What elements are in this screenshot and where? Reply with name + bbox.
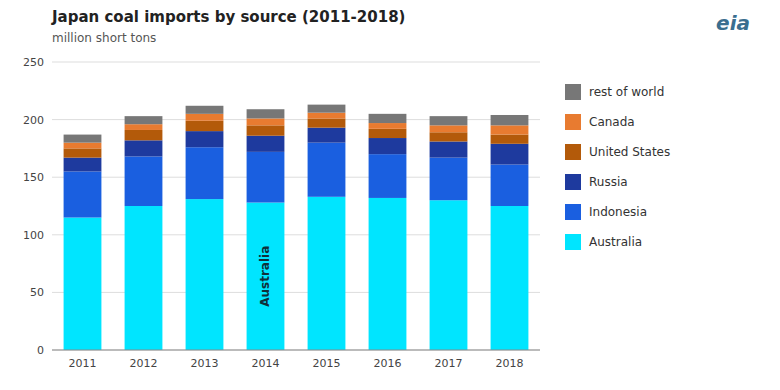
y-tick-label: 50 (30, 286, 44, 299)
bar-segment (64, 171, 102, 217)
bar-segment (369, 123, 407, 129)
bar-segment (186, 199, 224, 350)
bar-segment (186, 131, 224, 147)
bar-segment (247, 203, 285, 350)
bar-segment (308, 197, 346, 350)
bar-segment (125, 116, 163, 124)
annotation: Australia (258, 246, 272, 307)
bars (64, 105, 529, 350)
bar-segment (430, 116, 468, 125)
bar-segment (491, 144, 529, 165)
legend-label: United States (589, 145, 670, 159)
x-tick-label: 2017 (435, 357, 463, 370)
x-axis-line (52, 350, 540, 351)
y-tick-label: 150 (23, 171, 44, 184)
bar-segment (491, 165, 529, 206)
bar-segment (186, 121, 224, 131)
bar-segment (64, 143, 102, 149)
x-tick-label: 2018 (496, 357, 524, 370)
legend-swatch (565, 174, 581, 190)
bar-segment (247, 118, 285, 125)
legend-swatch (565, 204, 581, 220)
bar-segment (430, 125, 468, 132)
grid-line (52, 62, 540, 63)
bar-segment (247, 109, 285, 118)
bar-segment (64, 218, 102, 350)
legend-label: Australia (589, 235, 642, 249)
bar-segment (369, 154, 407, 198)
legend-label: rest of world (589, 85, 664, 99)
bar-segment (308, 143, 346, 197)
grid (52, 62, 540, 350)
bar-segment (308, 113, 346, 119)
bar-segment (64, 148, 102, 157)
legend: rest of world Canada United States Russia In… (565, 84, 670, 250)
bar-segment (186, 147, 224, 199)
x-tick-label: 2011 (69, 357, 97, 370)
legend-swatch (565, 114, 581, 130)
bar-segment (247, 136, 285, 152)
x-tick-label: 2015 (313, 357, 341, 370)
bar-segment (491, 206, 529, 350)
bar-segment (247, 152, 285, 203)
legend-swatch (565, 144, 581, 160)
bar-segment (125, 156, 163, 206)
grid-line (52, 350, 540, 351)
legend-label: Canada (589, 115, 635, 129)
bar-segment (430, 158, 468, 201)
y-tick-label: 250 (23, 56, 44, 69)
y-tick-label: 0 (37, 344, 44, 357)
bar-segment (125, 140, 163, 156)
y-tick-label: 200 (23, 114, 44, 127)
bar-segment (125, 206, 163, 350)
x-tick-label: 2014 (252, 357, 280, 370)
bar-segment (247, 125, 285, 135)
legend-swatch (565, 84, 581, 100)
bar-segment (308, 118, 346, 127)
bar-segment (308, 105, 346, 113)
bar-segment (491, 125, 529, 134)
bar-segment (125, 124, 163, 130)
x-tick-label: 2012 (130, 357, 158, 370)
bar-segment (430, 132, 468, 141)
y-tick-label: 100 (23, 229, 44, 242)
legend-swatch (565, 234, 581, 250)
legend-label: Russia (589, 175, 628, 189)
bar-segment (369, 129, 407, 138)
x-tick-label: 2013 (191, 357, 219, 370)
logo: eia (716, 11, 750, 35)
title: Japan coal imports by source (2011-2018) (51, 8, 405, 26)
bar-segment (308, 128, 346, 143)
bar-segment (64, 158, 102, 172)
x-tick-label: 2016 (374, 357, 402, 370)
bar-segment (369, 138, 407, 154)
bar-segment (430, 141, 468, 157)
bar-segment (369, 114, 407, 123)
chart: Japan coal imports by source (2011-2018)… (0, 0, 780, 390)
bar-segment (186, 114, 224, 121)
legend-label: Indonesia (589, 205, 647, 219)
bar-segment (491, 135, 529, 144)
bar-segment (430, 200, 468, 350)
subtitle: million short tons (52, 31, 156, 45)
bar-segment (491, 115, 529, 125)
bar-segment (125, 130, 163, 140)
bar-segment (186, 106, 224, 114)
bar-segment (369, 198, 407, 350)
bar-segment (64, 135, 102, 143)
